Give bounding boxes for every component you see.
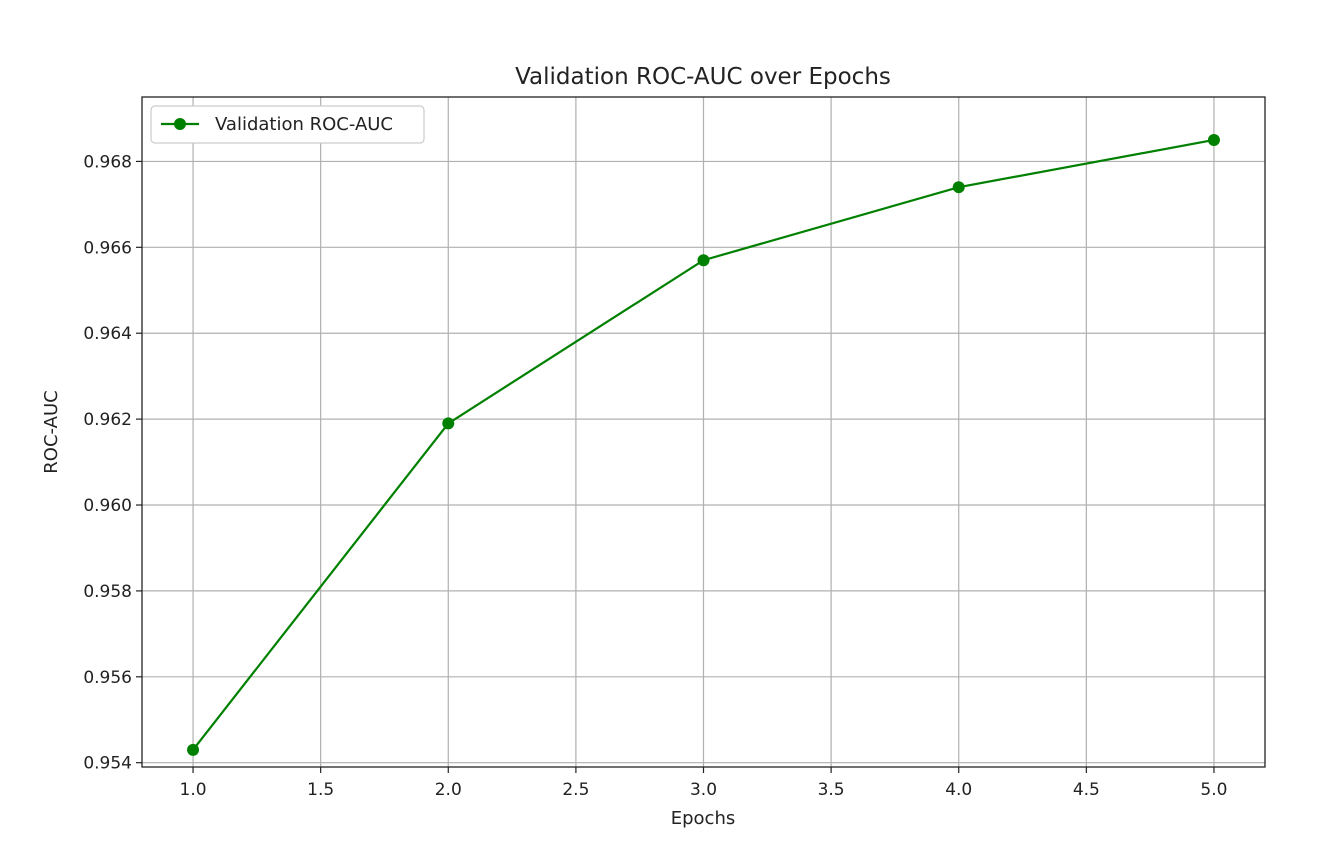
grid [142, 97, 1265, 767]
x-tick-label: 2.0 [435, 780, 462, 800]
y-axis: 0.954 0.956 0.958 0.960 0.962 0.964 0.966 0.968 [83, 152, 142, 774]
x-tick-label: 1.0 [180, 780, 207, 800]
data-point [697, 254, 710, 267]
y-tick-label: 0.958 [83, 582, 132, 602]
x-axis: 1.0 1.5 2.0 2.5 3.0 3.5 4.0 4.5 5.0 [180, 767, 1227, 800]
legend-label: Validation ROC-AUC [215, 114, 393, 135]
y-tick-label: 0.968 [83, 152, 132, 172]
y-tick-label: 0.954 [83, 754, 132, 774]
y-axis-label: ROC-AUC [41, 390, 62, 473]
plot-series [187, 133, 1220, 756]
legend: Validation ROC-AUC [150, 105, 425, 144]
x-axis-label: Epochs [671, 808, 736, 829]
y-tick-label: 0.966 [83, 238, 132, 258]
data-point [952, 181, 965, 194]
y-tick-label: 0.962 [83, 410, 132, 430]
x-tick-label: 3.5 [818, 780, 845, 800]
data-point [187, 743, 200, 756]
x-tick-label: 3.0 [690, 780, 717, 800]
chart-title: Validation ROC-AUC over Epochs [515, 64, 891, 90]
legend-box [150, 105, 425, 144]
x-tick-label: 1.5 [307, 780, 334, 800]
x-tick-label: 4.5 [1073, 780, 1100, 800]
data-point [442, 417, 455, 430]
x-tick-label: 5.0 [1200, 780, 1227, 800]
y-tick-label: 0.960 [83, 496, 132, 516]
legend-marker-swatch [174, 118, 186, 130]
x-tick-label: 4.0 [945, 780, 972, 800]
data-point [1207, 133, 1220, 146]
y-tick-label: 0.956 [83, 668, 132, 688]
y-tick-label: 0.964 [83, 324, 132, 344]
x-tick-label: 2.5 [562, 780, 589, 800]
